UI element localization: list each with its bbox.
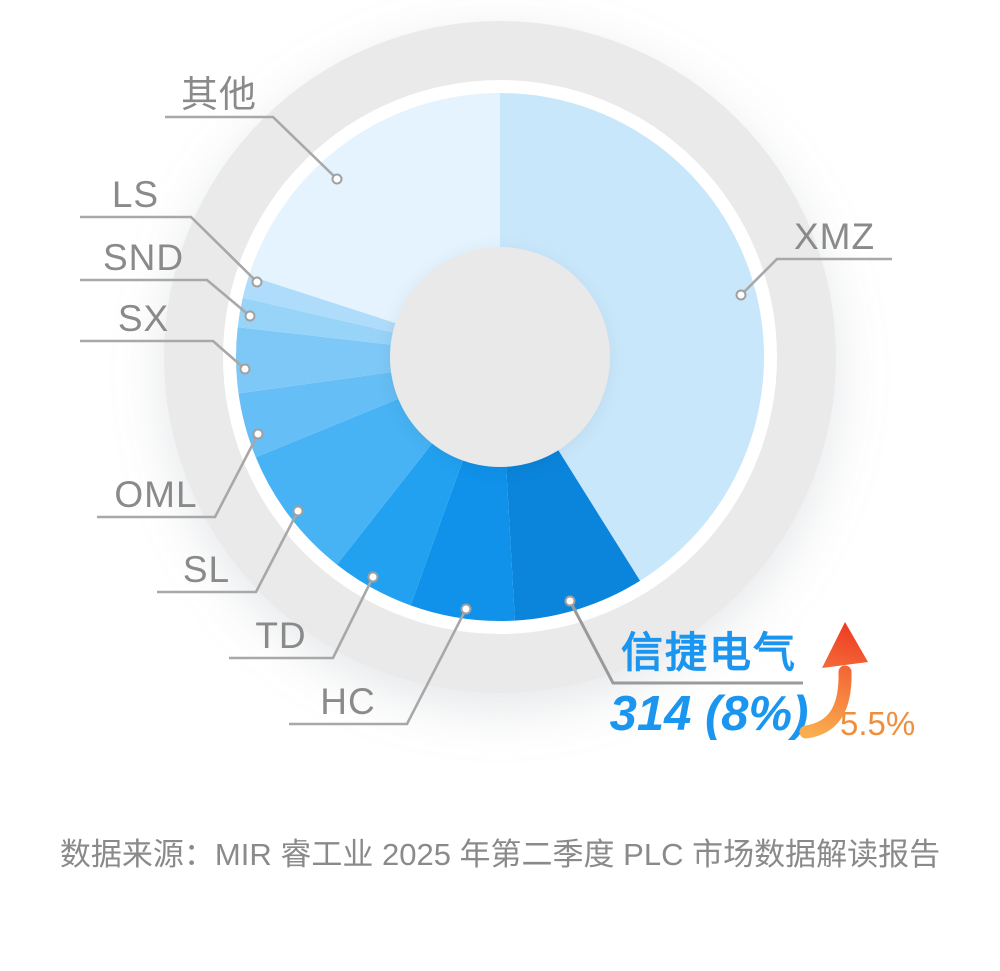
label-hc: HC	[320, 681, 376, 722]
pie-slice-0	[500, 93, 764, 581]
growth-arrow-icon	[799, 622, 868, 739]
leader-dot-xinje	[564, 595, 576, 607]
label-xmz: XMZ	[793, 216, 876, 257]
label-sl: SL	[182, 549, 231, 590]
leader-dot-hc	[460, 603, 472, 615]
data-source-caption: 数据来源：MIR 睿工业 2025 年第二季度 PLC 市场数据解读报告	[59, 837, 941, 872]
leader-dot-other	[331, 173, 343, 185]
arrow-head	[822, 622, 868, 668]
arrow-tail	[799, 665, 852, 739]
leader-oml	[97, 433, 260, 519]
leader-sx	[80, 339, 246, 370]
leader-other	[165, 115, 338, 180]
label-td: TD	[255, 615, 307, 656]
leader-dot-oml	[252, 428, 264, 440]
highlight-company-value: 314 (8%)	[609, 687, 809, 741]
label-other: 其他	[181, 74, 257, 115]
leader-ls	[80, 215, 258, 283]
label-ls: LS	[111, 174, 160, 215]
leader-xinje	[568, 600, 803, 685]
growth-percentage: 5.5%	[840, 705, 916, 742]
pie-slice-6	[236, 327, 500, 394]
leader-sl	[157, 510, 300, 594]
leader-td	[229, 576, 375, 660]
leader-dots	[239, 173, 747, 615]
donut-hole	[390, 247, 610, 467]
leader-xmz	[740, 257, 892, 296]
growth-arrow	[796, 616, 876, 740]
highlight-company-name: 信捷电气	[620, 629, 797, 676]
leader-snd	[80, 278, 251, 317]
leader-hc	[289, 608, 468, 726]
leader-dot-sl	[292, 505, 304, 517]
label-snd: SND	[102, 237, 185, 278]
leader-dot-ls	[251, 276, 263, 288]
leader-dot-snd	[244, 310, 256, 322]
leader-dot-td	[367, 571, 379, 583]
leader-dot-sx	[239, 363, 251, 375]
leader-dot-xmz	[735, 289, 747, 301]
label-sx: SX	[117, 298, 170, 339]
label-oml: OML	[114, 474, 198, 515]
leader-lines	[80, 115, 892, 726]
